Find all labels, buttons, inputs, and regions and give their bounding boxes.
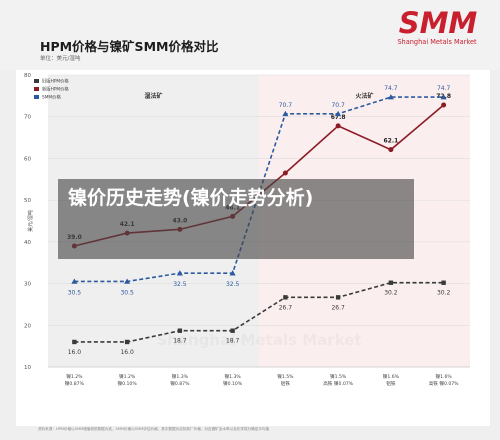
x-tick-label: 镍0.87%	[170, 380, 190, 387]
data-point	[124, 339, 130, 345]
y-tick-label: 30	[24, 282, 31, 288]
y-tick-label: 20	[24, 323, 31, 329]
data-point	[71, 278, 78, 284]
x-tick-label: 高铁 镍0.07%	[429, 380, 459, 387]
logo-wordmark: SMM	[399, 10, 478, 36]
data-point	[176, 270, 183, 276]
legend-swatch	[34, 95, 39, 99]
legend-swatch	[34, 79, 39, 83]
data-label: 26.7	[331, 304, 345, 311]
y-tick-label: 10	[24, 365, 31, 371]
y-tick-label: 60	[24, 156, 31, 162]
data-label: 67.8	[331, 114, 346, 121]
data-point	[388, 147, 394, 153]
x-tick-label: 高铁 镍0.07%	[323, 380, 353, 387]
data-point	[229, 270, 236, 276]
data-point	[441, 102, 447, 108]
data-label: 30.2	[384, 290, 398, 297]
x-tick-label: 铝铁	[281, 380, 291, 387]
data-label: 18.7	[226, 338, 240, 345]
x-tick-label: 铝铁	[386, 380, 396, 387]
data-label: 70.7	[279, 102, 293, 109]
x-tick-label: 镍1.3%	[172, 373, 189, 380]
header	[0, 0, 500, 70]
data-point	[335, 110, 342, 117]
data-point	[124, 278, 131, 284]
data-label: 62.1	[383, 138, 398, 145]
data-point	[177, 328, 183, 333]
overlay-title: 镍价历史走势(镍价走势分析)	[68, 187, 314, 209]
y-tick-label: 40	[24, 240, 31, 246]
x-tick-label: 镍1.3%	[224, 373, 241, 380]
legend-entry: 新版HPM价格	[42, 86, 69, 93]
x-tick-label: 镍0.10%	[223, 380, 243, 387]
x-tick-label: 镍1.6%	[383, 373, 400, 380]
series-line	[74, 281, 444, 343]
data-point	[283, 295, 288, 300]
data-point	[335, 295, 341, 300]
data-label: 30.5	[68, 289, 82, 296]
y-tick-label: 70	[24, 115, 31, 121]
smm-logo: SMM	[399, 10, 478, 36]
data-label: 30.2	[437, 290, 451, 297]
x-tick-label: 镍1.5%	[277, 373, 294, 380]
data-label: 32.5	[226, 281, 240, 288]
unit-label: 单位：美元/湿吨	[40, 56, 81, 62]
data-label: 18.7	[173, 338, 187, 345]
data-point	[388, 280, 394, 285]
data-point	[282, 110, 289, 117]
x-tick-label: 镍1.2%	[66, 373, 83, 380]
y-tick-label: 50	[24, 198, 31, 204]
data-label: 30.5	[120, 289, 134, 296]
data-label: 32.5	[173, 281, 187, 288]
x-tick-label: 镍0.87%	[65, 380, 85, 387]
x-tick-label: 镍1.6%	[435, 373, 452, 380]
data-label: 26.7	[279, 304, 293, 311]
section-label: 湿法矿	[144, 92, 162, 100]
title-overlay-banner	[58, 179, 414, 259]
y-axis-label: 美元/湿吨	[27, 210, 34, 232]
data-label: 74.7	[384, 85, 398, 92]
logo-subtitle: Shanghai Metals Market	[397, 38, 477, 46]
x-tick-label: 镍1.2%	[119, 373, 136, 380]
legend-entry: 旧版HPM价格	[42, 78, 69, 85]
x-tick-label: 镍0.10%	[118, 380, 138, 387]
watermark-text: Shanghai Metals Market	[156, 331, 361, 349]
data-point	[282, 170, 288, 176]
chart-title: HPM价格与镍矿SMM价格对比	[40, 39, 219, 54]
data-point	[72, 339, 77, 345]
x-tick-label: 镍1.5%	[330, 373, 347, 380]
data-point	[387, 94, 394, 100]
data-label: 16.0	[68, 349, 82, 356]
data-label: 70.7	[331, 102, 345, 109]
data-point	[440, 94, 447, 100]
data-label: 16.0	[120, 349, 134, 356]
legend-swatch	[34, 87, 39, 91]
footnote: 资料来源：HPM价格以SMM增值税前数据为准，SMM价格以SMM评估价格，其中数…	[38, 427, 270, 431]
data-point	[335, 123, 341, 129]
data-point	[441, 280, 446, 285]
data-label: 74.7	[437, 85, 451, 92]
y-tick-label: 80	[24, 73, 31, 79]
legend-entry: SMM价格	[42, 94, 61, 101]
data-point	[230, 328, 235, 333]
section-label: 火法矿	[355, 92, 373, 100]
